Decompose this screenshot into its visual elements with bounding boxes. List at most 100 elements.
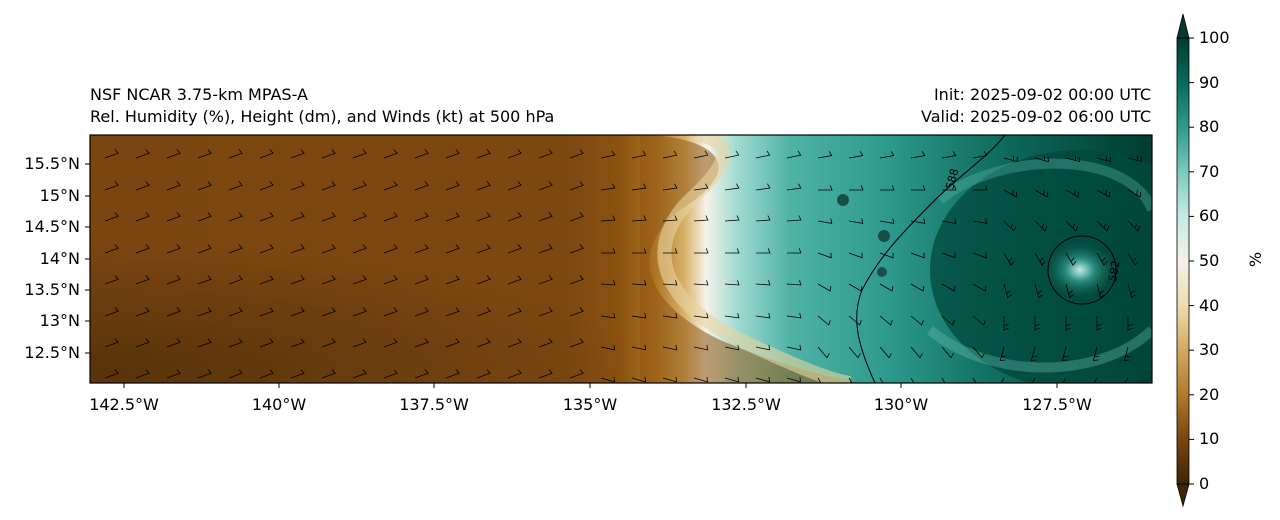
wind-barb [290,149,305,159]
wind-barb [135,369,150,379]
wind-barb [104,338,119,348]
wind-barb [724,344,740,351]
wind-barb [755,376,770,383]
wind-barb [848,315,862,326]
wind-barb [1127,283,1136,299]
wind-barb [631,150,647,159]
wind-barb [910,283,925,292]
lat-label-14n: 14°N [39,249,80,268]
wind-barb [910,252,925,259]
wind-barb [538,244,553,254]
wind-barb [1034,220,1048,232]
wind-barb [631,344,647,351]
wind-barb [476,244,491,254]
wind-barb [879,346,892,359]
wind-barb [259,149,274,159]
colorbar-tick-90: 90 [1199,73,1220,92]
wind-barb [600,280,616,286]
wind-barb [166,212,181,222]
wind-barb [600,215,616,222]
wind-barb [972,346,985,359]
wind-barb [228,369,243,379]
wind-barb [445,244,460,254]
wind-barb [507,149,522,159]
wind-barb [228,307,243,317]
wind-barb [693,376,708,383]
wind-barb [445,275,460,285]
wind-barb [228,275,243,285]
wind-barb [880,185,895,191]
wind-barb [1096,155,1111,163]
contour-label-582: 582 [1106,260,1122,283]
wind-barb [507,369,522,379]
wind-barb [321,212,336,222]
wind-barb [321,181,336,191]
wind-barb [352,338,367,348]
wind-barb [786,183,802,191]
wind-barb [1000,377,1005,383]
wind-barb [1031,377,1036,383]
wind-barb [662,312,678,319]
wind-barb [476,149,491,159]
wind-barb [383,369,398,379]
wind-barb [1003,252,1015,266]
wind-barb [476,275,491,285]
wind-barb [445,369,460,379]
wind-barb [972,315,986,326]
wind-barb [817,283,832,292]
wind-barb [104,149,119,159]
wind-barb [135,275,150,285]
wind-barb [538,149,553,159]
wind-barb [166,275,181,285]
colorbar-max-arrow [1176,13,1190,39]
wind-barb [414,338,429,348]
wind-barb [321,338,336,348]
wind-barb [1003,316,1009,331]
wind-barb [694,248,709,254]
model-title: NSF NCAR 3.75-km MPAS-A [90,85,308,104]
wind-barb [848,218,864,224]
init-time: Init: 2025-09-02 00:00 UTC [933,85,1151,104]
wind-barb [879,377,884,383]
wind-barb [538,307,553,317]
wind-barb [1093,377,1098,383]
wind-barb [290,181,305,191]
wind-barb [197,338,212,348]
wind-barb [197,181,212,191]
wind-barb [786,312,802,319]
wind-barb [414,369,429,379]
colorbar-tick-30: 30 [1199,340,1220,359]
wind-barb [755,150,771,159]
wind-barb [972,377,977,383]
wind-barb [1096,220,1110,232]
wind-barb [663,248,678,254]
wind-barb [1096,189,1111,198]
wind-barb [476,212,491,222]
lon-label-142-5w: 142.5°W [89,395,159,414]
wind-barb [848,283,863,292]
wind-barb [259,181,274,191]
colorbar-tick-40: 40 [1199,296,1220,315]
wind-barb [538,212,553,222]
wind-barb [879,283,894,292]
wind-barb [414,149,429,159]
wind-barb [383,212,398,222]
wind-barb [290,369,305,379]
wind-barb [197,149,212,159]
wind-barb [197,212,212,222]
wind-barb [383,181,398,191]
wind-barb [290,244,305,254]
wind-barb [538,338,553,348]
wind-barb [724,150,740,159]
wind-barb [786,150,802,159]
wind-barb [104,181,119,191]
lon-label-140w: 140°W [251,395,307,414]
wind-barb [848,377,853,383]
lat-label-15n: 15°N [39,186,80,205]
colorbar-tick-80: 80 [1199,117,1220,136]
wind-barb [383,149,398,159]
wind-barb [818,185,833,191]
wind-barb [259,338,274,348]
wind-barb [755,280,771,286]
wind-barb [786,215,802,222]
